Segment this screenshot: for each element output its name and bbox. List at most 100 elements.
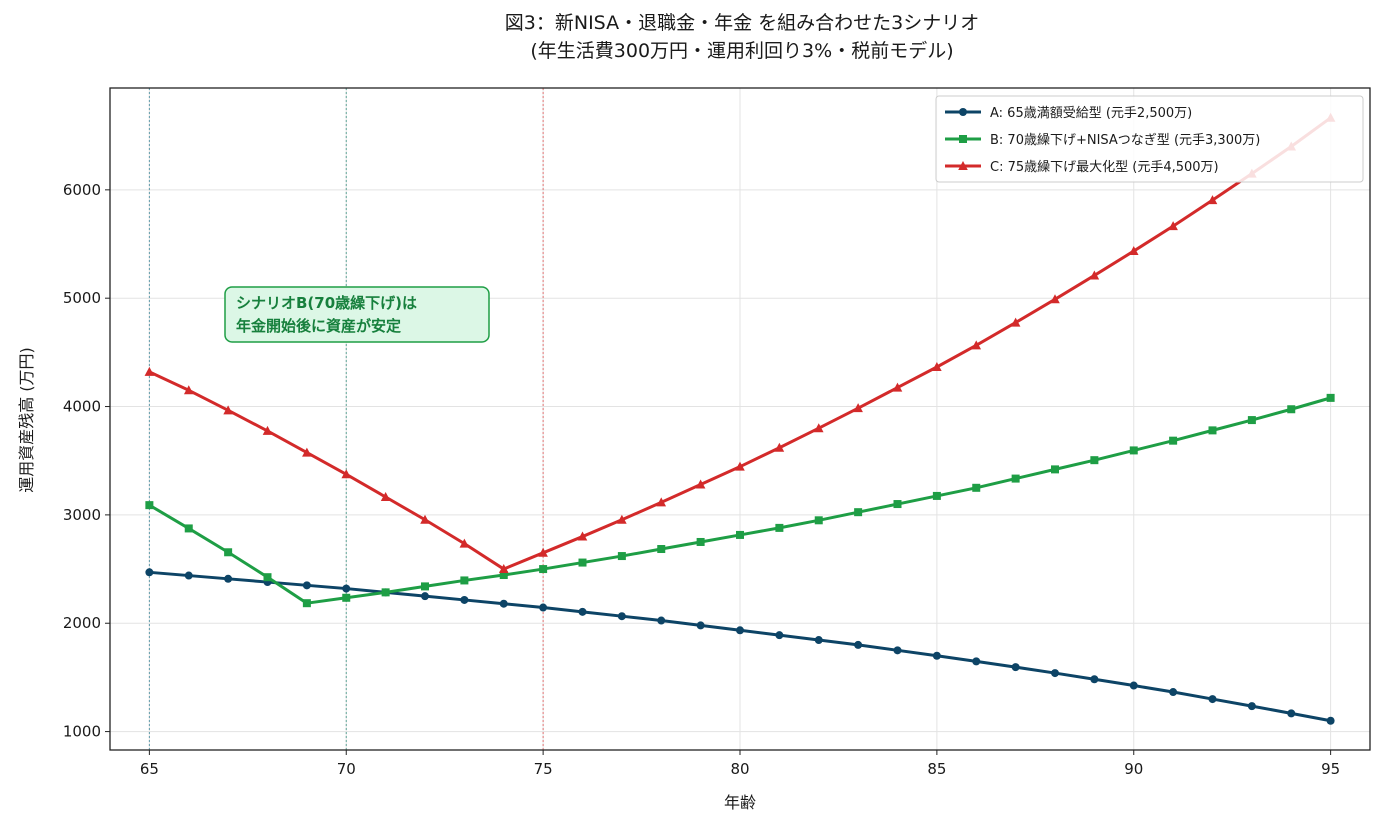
y-tick-label: 1000 <box>63 723 101 741</box>
legend-item-c: C: 75歳繰下げ最大化型 (元手4,500万) <box>945 160 1219 175</box>
y-axis-label: 運用資産残高 (万円) <box>17 347 36 493</box>
data-point <box>381 588 390 597</box>
data-point <box>578 607 587 616</box>
data-point <box>342 584 351 593</box>
annotation-line-2: 年金開始後に資産が安定 <box>236 317 401 335</box>
y-tick-label: 5000 <box>63 289 101 307</box>
y-tick-label: 4000 <box>63 398 101 416</box>
data-point <box>1287 709 1296 718</box>
data-point <box>538 547 548 557</box>
data-point <box>145 501 154 510</box>
data-point <box>774 442 785 452</box>
data-point <box>302 447 312 457</box>
data-point <box>617 552 626 561</box>
data-point <box>1051 669 1059 678</box>
data-point <box>459 538 470 548</box>
data-point <box>1208 695 1217 704</box>
series-c <box>144 112 1336 574</box>
data-point <box>696 537 705 546</box>
legend-item-a: A: 65歳満額受給型 (元手2,500万) <box>945 106 1192 121</box>
series-b <box>145 393 1335 608</box>
data-point <box>499 571 508 580</box>
data-point <box>736 626 744 635</box>
y-tick-label: 6000 <box>63 181 101 199</box>
data-point <box>420 514 430 524</box>
data-point <box>1326 393 1335 402</box>
x-tick-label: 90 <box>1124 760 1143 778</box>
data-point <box>736 530 744 539</box>
data-point <box>578 558 587 567</box>
data-point <box>972 657 981 666</box>
x-tick-label: 80 <box>730 760 749 778</box>
data-point <box>460 576 469 585</box>
data-point <box>1089 270 1100 280</box>
y-axis-ticks: 1000 2000 3000 4000 5000 6000 <box>63 181 110 741</box>
data-point <box>854 640 863 649</box>
data-point <box>460 595 469 604</box>
annotation-line-1: シナリオB(70歳繰下げ)は <box>236 294 417 312</box>
legend-label: A: 65歳満額受給型 (元手2,500万) <box>990 106 1192 121</box>
x-tick-label: 70 <box>337 760 356 778</box>
legend-item-b: B: 70歳繰下げ+NISAつなぎ型 (元手3,300万) <box>945 133 1260 148</box>
data-point <box>223 405 233 415</box>
data-point <box>892 382 903 392</box>
data-point <box>1128 246 1139 256</box>
x-tick-label: 95 <box>1321 760 1340 778</box>
data-point <box>184 524 193 533</box>
legend-frame <box>935 95 1364 183</box>
data-point <box>656 497 667 507</box>
x-axis-label: 年齢 <box>724 793 756 812</box>
data-point <box>224 574 233 583</box>
data-point <box>1090 456 1099 465</box>
data-point <box>1169 436 1178 445</box>
data-point <box>657 616 666 625</box>
data-point <box>263 573 272 582</box>
data-point <box>302 599 311 608</box>
legend-label: C: 75歳繰下げ最大化型 (元手4,500万) <box>990 160 1219 175</box>
data-point <box>735 461 745 471</box>
data-point <box>696 621 705 630</box>
legend: A: 65歳満額受給型 (元手2,500万) B: 70歳繰下げ+NISAつなぎ型… <box>935 95 1364 183</box>
x-tick-label: 85 <box>927 760 946 778</box>
data-point <box>1208 426 1217 435</box>
data-point <box>539 565 548 574</box>
data-point <box>1010 317 1021 327</box>
data-point <box>421 592 429 601</box>
data-point <box>893 500 902 509</box>
data-point <box>341 469 352 479</box>
data-point <box>144 366 155 376</box>
annotation-box: シナリオB(70歳繰下げ)は 年金開始後に資産が安定 <box>224 286 490 343</box>
data-point <box>1090 675 1099 684</box>
data-point <box>617 612 626 621</box>
data-point <box>814 516 823 525</box>
data-point <box>224 548 233 557</box>
data-point <box>262 425 273 435</box>
data-point <box>1051 465 1059 474</box>
data-point <box>1247 702 1256 711</box>
data-point <box>421 582 429 591</box>
data-point <box>971 340 982 350</box>
data-point <box>1168 221 1178 231</box>
data-point <box>1011 474 1020 483</box>
data-point <box>932 651 941 660</box>
data-point <box>1129 446 1138 455</box>
data-point <box>1207 195 1218 205</box>
data-point <box>577 531 588 541</box>
data-point <box>1326 716 1335 725</box>
y-tick-label: 2000 <box>63 614 101 632</box>
data-point <box>972 483 981 492</box>
grid <box>110 88 1370 750</box>
series-group <box>144 112 1336 725</box>
data-point <box>893 646 902 655</box>
x-tick-label: 75 <box>534 760 553 778</box>
y-tick-label: 3000 <box>63 506 101 524</box>
data-point <box>775 523 784 532</box>
data-point <box>1129 681 1138 690</box>
data-point <box>1169 688 1178 697</box>
chart-title: 図3：新NISA・退職金・年金 を組み合わせた3シナリオ <box>505 12 979 34</box>
data-point <box>617 514 627 524</box>
data-point <box>184 571 193 580</box>
data-point <box>695 479 706 489</box>
legend-label: B: 70歳繰下げ+NISAつなぎ型 (元手3,300万) <box>990 133 1260 148</box>
